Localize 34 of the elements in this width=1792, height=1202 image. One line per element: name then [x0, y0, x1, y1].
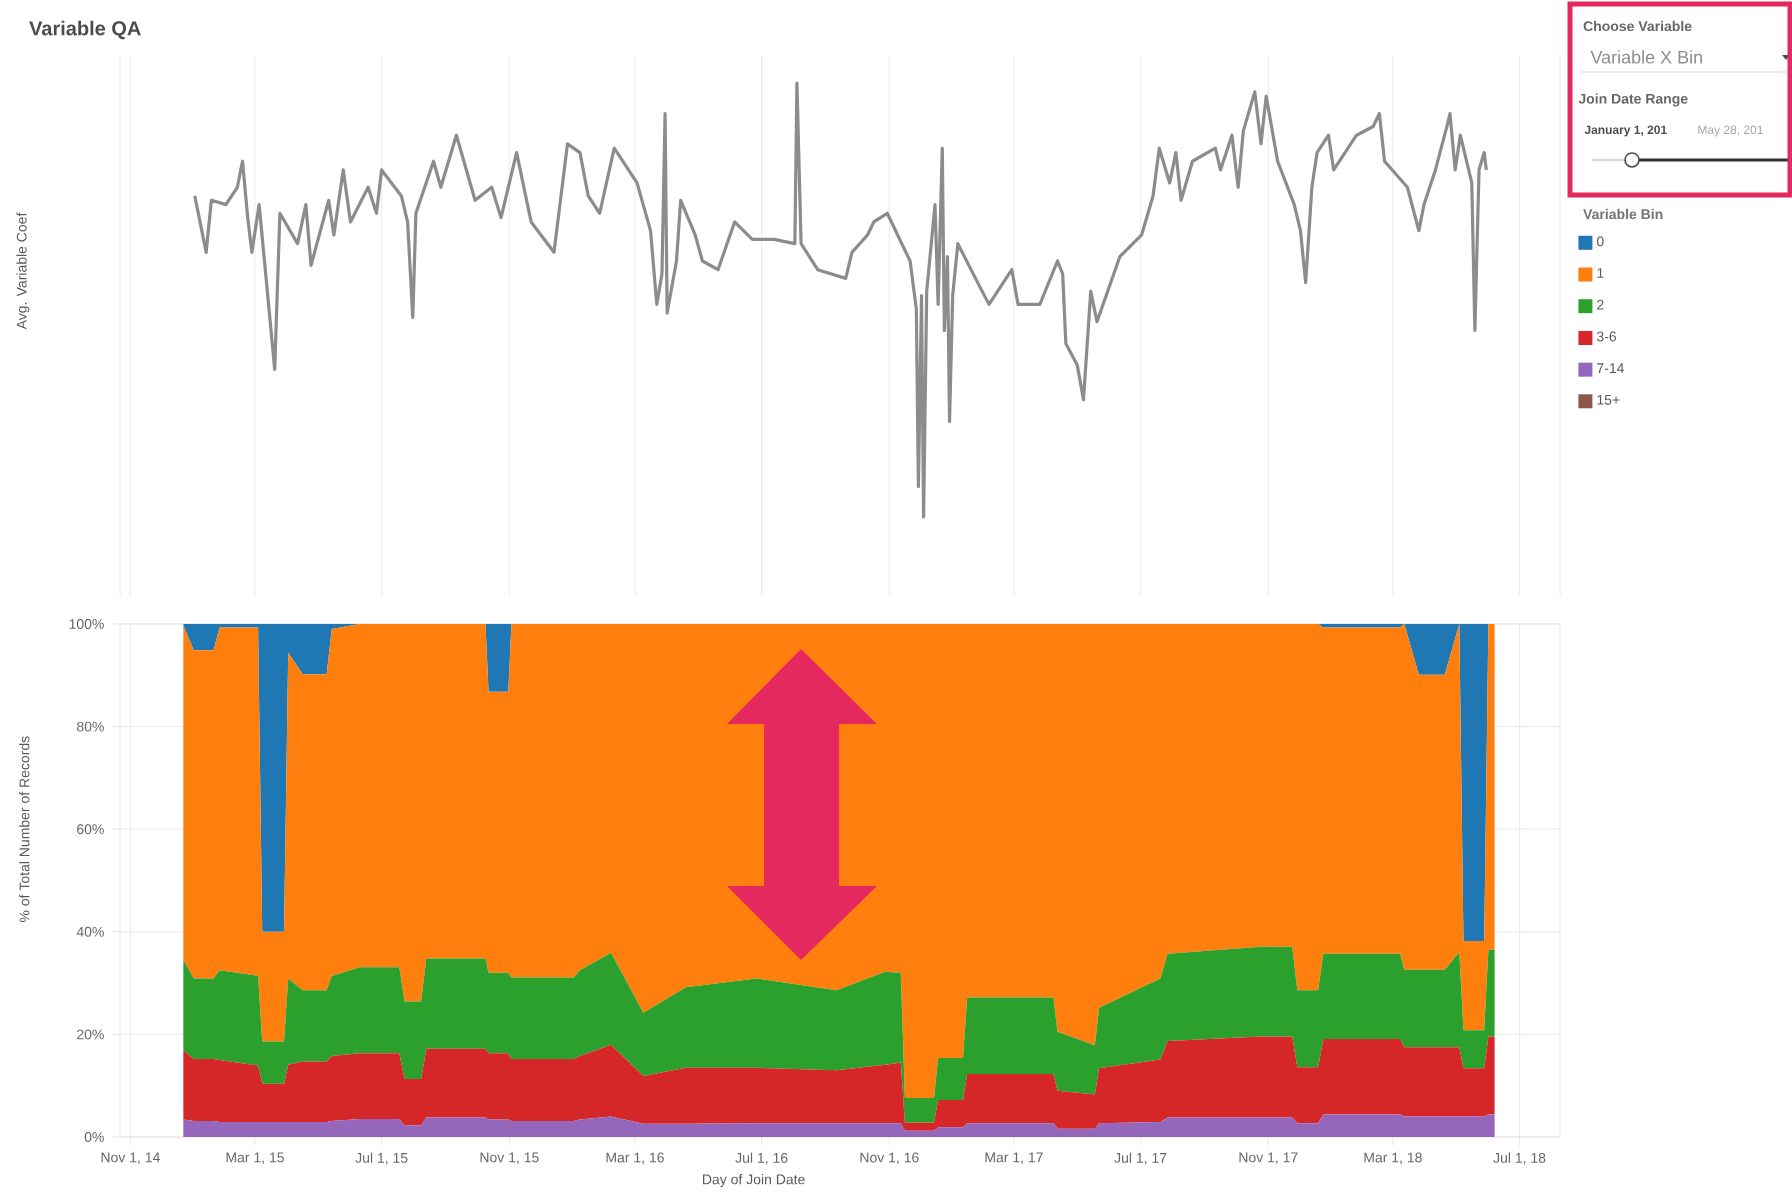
- legend-label: 7-14: [1597, 363, 1625, 373]
- y-tick-label: 60%: [77, 824, 104, 835]
- x-tick-label: Jul 1, 17: [1114, 1152, 1167, 1165]
- y-tick-label: 20%: [77, 1029, 104, 1040]
- x-tick-label: Mar 1, 16: [606, 1152, 664, 1165]
- legend-label: 2: [1597, 299, 1604, 310]
- legend-label: 1: [1597, 268, 1604, 278]
- x-tick-label: Nov 1, 14: [101, 1152, 160, 1165]
- y-tick-label: 0%: [84, 1132, 104, 1142]
- x-axis-title: Day of Join Date: [703, 1174, 805, 1188]
- text: May 28, 201: [1698, 125, 1763, 137]
- text: Choose Variable: [1583, 20, 1692, 32]
- legend-label: 3-6: [1596, 331, 1617, 342]
- y-tick-label: 80%: [76, 721, 104, 732]
- chart-title: Variable QA: [29, 20, 141, 40]
- y-tick-label: 40%: [76, 926, 104, 937]
- text: Join Date Range: [1578, 93, 1688, 107]
- text: January 1, 201: [1584, 125, 1667, 137]
- x-tick-label: Mar 1, 18: [1364, 1152, 1422, 1165]
- x-tick-label: Jul 1, 18: [1493, 1152, 1546, 1165]
- legend-label: 15+: [1597, 394, 1620, 405]
- y-axis-title: % of Total Number of Records: [19, 736, 30, 923]
- x-tick-label: Nov 1, 17: [1239, 1152, 1298, 1165]
- x-tick-label: Mar 1, 15: [226, 1152, 284, 1165]
- x-tick-label: Nov 1, 15: [480, 1152, 539, 1165]
- text: Variable X Bin: [1590, 50, 1702, 64]
- x-tick-label: Nov 1, 16: [860, 1152, 919, 1165]
- y-axis-title: Avg. Variable Coef: [16, 212, 30, 330]
- x-tick-label: Jul 1, 15: [355, 1152, 408, 1165]
- x-tick-label: Jul 1, 16: [735, 1152, 788, 1165]
- legend-title: Variable Bin: [1583, 208, 1663, 220]
- legend-label: 0: [1596, 236, 1604, 247]
- x-tick-label: Mar 1, 17: [985, 1152, 1043, 1165]
- y-tick-label: 100%: [69, 619, 104, 629]
